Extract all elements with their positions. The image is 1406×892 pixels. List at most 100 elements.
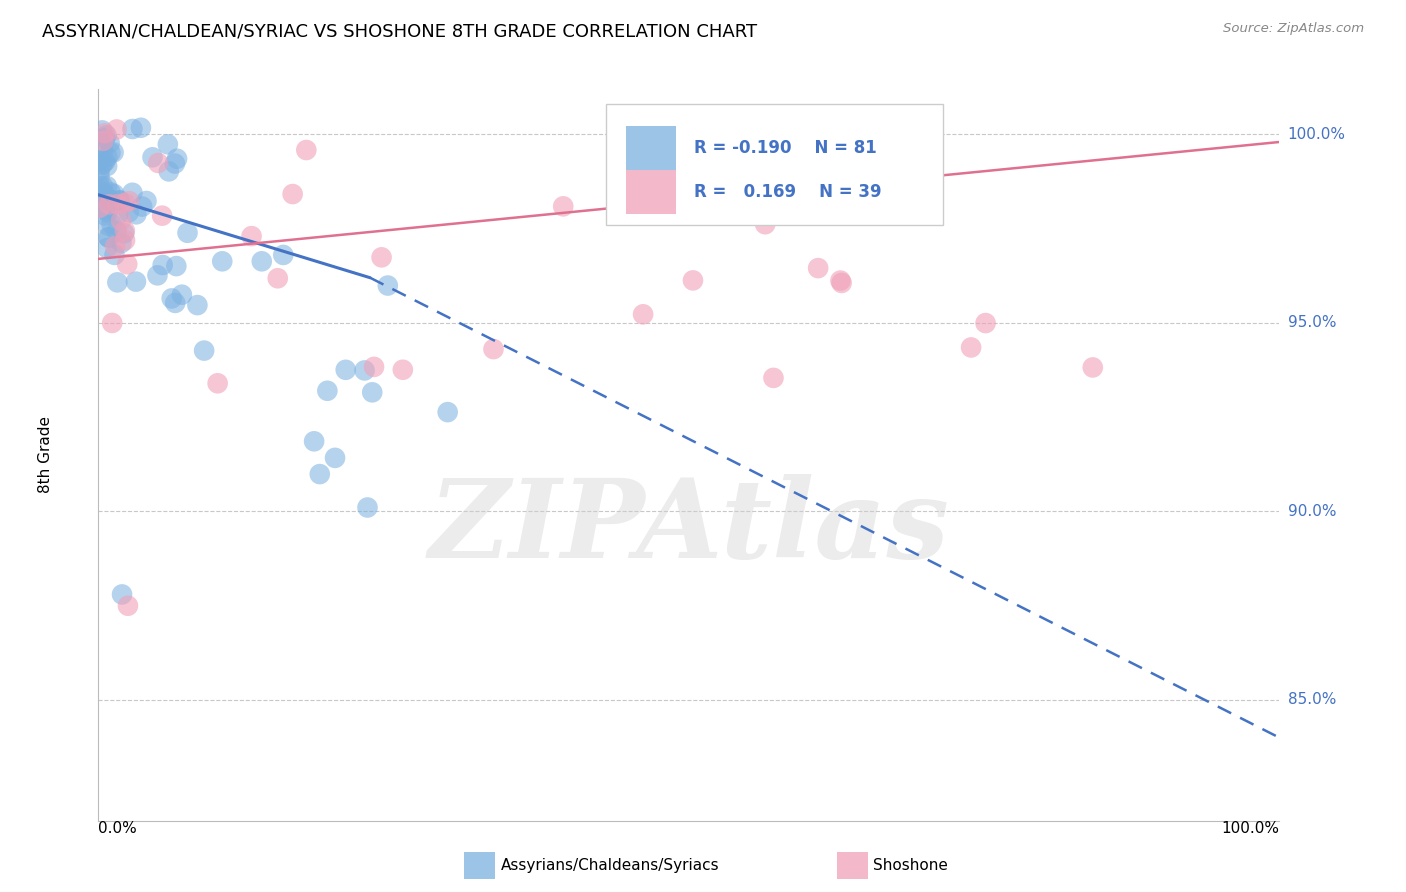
Point: [831, 276, 853, 290]
Point: [631, 307, 654, 321]
Point: [97, 219, 120, 233]
Point: [89, 178, 111, 193]
Point: [93, 189, 115, 203]
Text: Shoshone: Shoshone: [873, 858, 948, 872]
Point: [94, 209, 117, 223]
Point: [807, 261, 830, 276]
Point: [103, 145, 125, 160]
Point: [90, 184, 112, 198]
Point: [91, 179, 114, 194]
Point: [100, 186, 122, 200]
Point: [960, 341, 983, 355]
Point: [157, 164, 180, 178]
Text: ASSYRIAN/CHALDEAN/SYRIAC VS SHOSHONE 8TH GRADE CORRELATION CHART: ASSYRIAN/CHALDEAN/SYRIAC VS SHOSHONE 8TH…: [42, 22, 758, 40]
Point: [98, 197, 121, 211]
Text: 8th Grade: 8th Grade: [38, 417, 53, 493]
Text: 0.0%: 0.0%: [98, 821, 138, 836]
Point: [115, 257, 138, 271]
Point: [436, 405, 458, 419]
Point: [97, 230, 120, 244]
Point: [96, 159, 118, 173]
Point: [97, 192, 120, 206]
Point: [148, 156, 170, 170]
Point: [89, 169, 111, 184]
Point: [308, 467, 330, 482]
Point: [129, 120, 152, 135]
Point: [91, 123, 114, 137]
Text: Source: ZipAtlas.com: Source: ZipAtlas.com: [1223, 22, 1364, 36]
Point: [89, 164, 111, 178]
Point: [89, 201, 111, 215]
Point: [211, 254, 233, 268]
Text: 90.0%: 90.0%: [1288, 504, 1336, 519]
Point: [553, 199, 575, 213]
Point: [105, 197, 128, 211]
Point: [156, 137, 179, 152]
Point: [96, 128, 118, 143]
Point: [295, 143, 318, 157]
Point: [101, 316, 124, 330]
Text: R =   0.169    N = 39: R = 0.169 N = 39: [693, 183, 882, 201]
Point: [271, 248, 294, 262]
Point: [146, 268, 169, 283]
Point: [170, 287, 193, 301]
Point: [93, 187, 115, 202]
Point: [105, 122, 128, 136]
Point: [94, 202, 117, 217]
Point: [91, 156, 114, 170]
Point: [165, 296, 187, 310]
Point: [302, 434, 325, 449]
Point: [830, 274, 852, 288]
Point: [96, 179, 118, 194]
Point: [121, 122, 143, 136]
Text: 85.0%: 85.0%: [1288, 692, 1336, 707]
Point: [89, 136, 111, 151]
Point: [96, 150, 118, 164]
Point: [682, 273, 704, 287]
Point: [1081, 360, 1104, 375]
Text: 95.0%: 95.0%: [1288, 316, 1336, 330]
Point: [98, 192, 121, 206]
Point: [100, 217, 122, 231]
Point: [114, 224, 136, 238]
Point: [117, 599, 139, 613]
Point: [377, 278, 399, 293]
Point: [316, 384, 339, 398]
Point: [111, 587, 134, 601]
Point: [482, 342, 505, 356]
Point: [97, 205, 120, 219]
Point: [361, 385, 384, 400]
Point: [335, 363, 357, 377]
Point: [94, 154, 117, 169]
Point: [108, 194, 131, 208]
Point: [193, 343, 215, 358]
Point: [323, 450, 346, 465]
Point: [186, 298, 208, 312]
Point: [207, 376, 229, 391]
Point: [105, 276, 128, 290]
Point: [104, 239, 127, 253]
Point: [762, 371, 785, 385]
Point: [114, 233, 136, 247]
Point: [160, 292, 183, 306]
FancyBboxPatch shape: [626, 169, 676, 213]
Point: [103, 248, 125, 262]
Text: ZIPAtlas: ZIPAtlas: [429, 475, 949, 582]
Point: [89, 153, 111, 168]
Point: [94, 131, 117, 145]
Text: Assyrians/Chaldeans/Syriacs: Assyrians/Chaldeans/Syriacs: [501, 858, 718, 872]
Point: [152, 258, 174, 272]
Point: [118, 205, 141, 219]
Point: [100, 145, 122, 160]
Point: [281, 187, 304, 202]
Point: [105, 224, 128, 238]
Point: [96, 241, 118, 255]
Point: [97, 194, 120, 208]
Point: [107, 207, 129, 221]
Point: [114, 196, 136, 211]
Point: [125, 275, 148, 289]
Text: 100.0%: 100.0%: [1222, 821, 1279, 836]
Point: [240, 229, 263, 244]
Point: [118, 194, 141, 209]
Point: [392, 363, 415, 377]
